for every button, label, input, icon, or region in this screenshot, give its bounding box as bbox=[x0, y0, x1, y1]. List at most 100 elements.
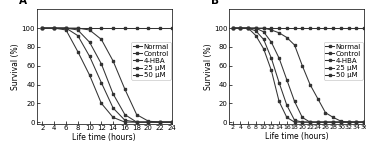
4-HBA bbox=[308, 121, 312, 123]
50 μM bbox=[146, 120, 151, 122]
25 μM bbox=[99, 63, 104, 65]
Normal bbox=[238, 27, 243, 29]
Control bbox=[292, 121, 297, 123]
50 μM bbox=[347, 121, 351, 123]
4-HBA bbox=[238, 27, 243, 29]
4-HBA bbox=[254, 30, 258, 32]
25 μM bbox=[261, 31, 266, 33]
Normal bbox=[277, 27, 281, 29]
4-HBA bbox=[315, 121, 320, 123]
25 μM bbox=[315, 121, 320, 123]
25 μM bbox=[238, 27, 243, 29]
4-HBA bbox=[76, 35, 80, 37]
50 μM bbox=[99, 38, 104, 40]
25 μM bbox=[347, 121, 351, 123]
4-HBA bbox=[323, 121, 328, 123]
25 μM bbox=[123, 114, 127, 115]
Control bbox=[87, 74, 92, 76]
25 μM bbox=[331, 121, 335, 123]
Legend: Normal, Control, 4-HBA, 25 μM, 50 μM: Normal, Control, 4-HBA, 25 μM, 50 μM bbox=[131, 42, 171, 80]
50 μM bbox=[261, 27, 266, 29]
Normal bbox=[285, 27, 289, 29]
Control bbox=[261, 48, 266, 50]
Normal bbox=[123, 27, 127, 29]
4-HBA bbox=[123, 119, 127, 121]
25 μM bbox=[323, 121, 328, 123]
50 μM bbox=[64, 27, 68, 29]
Normal bbox=[347, 27, 351, 29]
25 μM bbox=[362, 121, 366, 123]
Normal bbox=[292, 27, 297, 29]
50 μM bbox=[292, 44, 297, 46]
Control bbox=[269, 69, 273, 71]
Control bbox=[362, 121, 366, 123]
Control bbox=[99, 102, 104, 104]
Normal bbox=[87, 27, 92, 29]
4-HBA bbox=[99, 82, 104, 84]
Control bbox=[315, 121, 320, 123]
25 μM bbox=[40, 27, 45, 29]
Control bbox=[170, 121, 174, 123]
Normal bbox=[99, 27, 104, 29]
50 μM bbox=[339, 120, 343, 122]
4-HBA bbox=[285, 104, 289, 106]
Normal bbox=[76, 27, 80, 29]
Control bbox=[300, 121, 305, 123]
X-axis label: Life time (hours): Life time (hours) bbox=[265, 132, 328, 141]
4-HBA bbox=[331, 121, 335, 123]
4-HBA bbox=[170, 121, 174, 123]
50 μM bbox=[87, 29, 92, 31]
Line: Normal: Normal bbox=[231, 27, 366, 29]
Control bbox=[277, 100, 281, 102]
Y-axis label: Survival (%): Survival (%) bbox=[11, 43, 20, 90]
4-HBA bbox=[292, 119, 297, 121]
Normal bbox=[308, 27, 312, 29]
Normal bbox=[254, 27, 258, 29]
Normal bbox=[269, 27, 273, 29]
Normal bbox=[315, 27, 320, 29]
50 μM bbox=[158, 121, 163, 123]
50 μM bbox=[323, 112, 328, 114]
50 μM bbox=[40, 27, 45, 29]
4-HBA bbox=[40, 27, 45, 29]
25 μM bbox=[354, 121, 359, 123]
Normal bbox=[300, 27, 305, 29]
Normal bbox=[331, 27, 335, 29]
25 μM bbox=[254, 27, 258, 29]
Control bbox=[339, 121, 343, 123]
Control bbox=[123, 121, 127, 123]
Control bbox=[40, 27, 45, 29]
4-HBA bbox=[269, 57, 273, 59]
50 μM bbox=[111, 60, 115, 62]
50 μM bbox=[52, 27, 56, 29]
4-HBA bbox=[339, 121, 343, 123]
Normal bbox=[158, 27, 163, 29]
50 μM bbox=[354, 121, 359, 123]
50 μM bbox=[308, 84, 312, 85]
4-HBA bbox=[277, 82, 281, 84]
Line: Control: Control bbox=[231, 27, 366, 124]
50 μM bbox=[170, 121, 174, 123]
Normal bbox=[339, 27, 343, 29]
50 μM bbox=[231, 27, 235, 29]
Control bbox=[52, 27, 56, 29]
Line: Control: Control bbox=[41, 27, 173, 124]
25 μM bbox=[146, 121, 151, 123]
Normal bbox=[170, 27, 174, 29]
Y-axis label: Survival (%): Survival (%) bbox=[203, 43, 213, 90]
Line: 50 μM: 50 μM bbox=[231, 27, 366, 124]
4-HBA bbox=[158, 121, 163, 123]
Control bbox=[158, 121, 163, 123]
25 μM bbox=[231, 27, 235, 29]
4-HBA bbox=[300, 121, 305, 123]
25 μM bbox=[269, 41, 273, 43]
Normal bbox=[52, 27, 56, 29]
25 μM bbox=[277, 57, 281, 59]
25 μM bbox=[52, 27, 56, 29]
4-HBA bbox=[87, 55, 92, 57]
4-HBA bbox=[231, 27, 235, 29]
Control bbox=[308, 121, 312, 123]
50 μM bbox=[246, 27, 250, 29]
Control bbox=[76, 51, 80, 53]
25 μM bbox=[76, 29, 80, 31]
